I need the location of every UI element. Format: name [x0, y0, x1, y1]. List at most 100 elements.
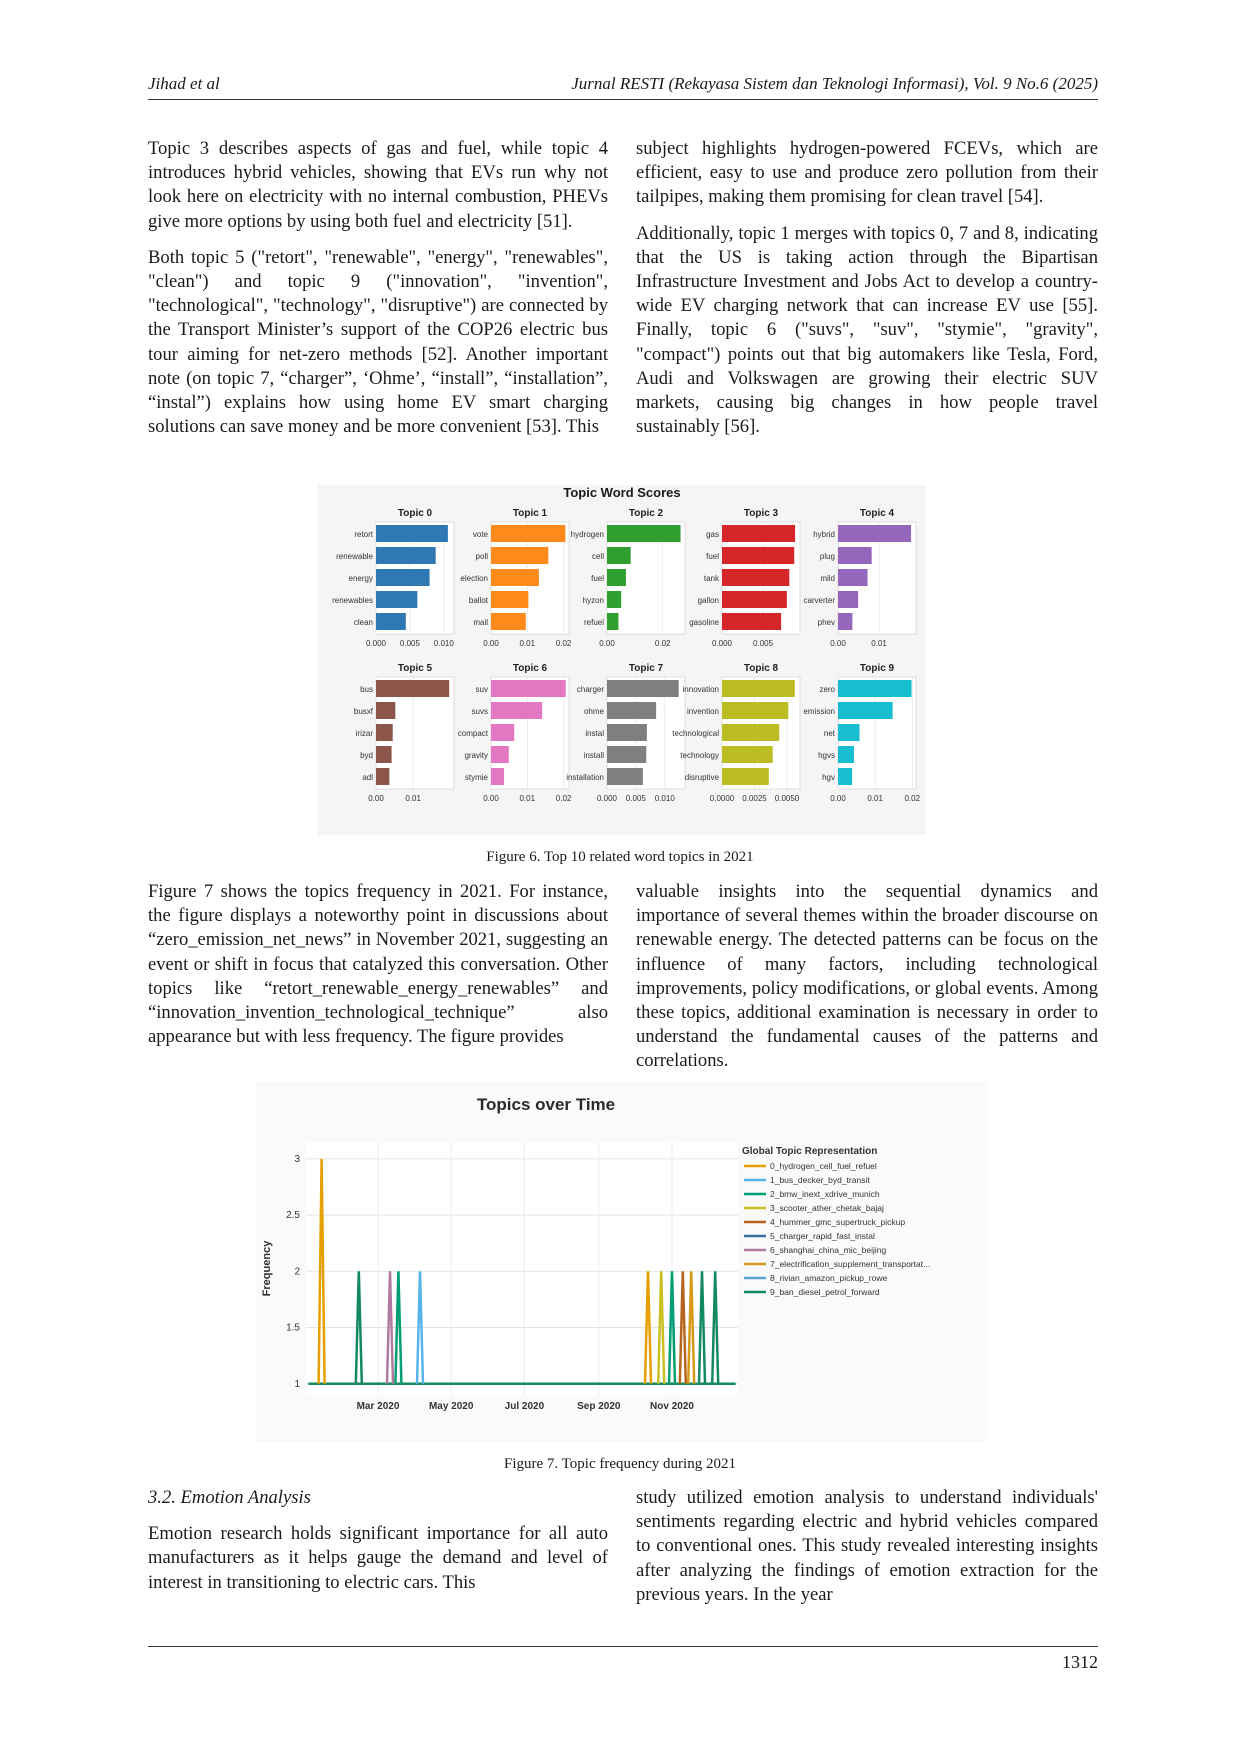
legend-label: 6_shanghai_china_mic_beijing	[770, 1245, 887, 1255]
top-left-column: Topic 3 describes aspects of gas and fue…	[148, 137, 608, 451]
x-tick-label: 0.00	[483, 639, 499, 648]
chart-title: Topics over Time	[477, 1095, 615, 1114]
x-tick-label: 0.01	[519, 639, 535, 648]
word-label: election	[460, 574, 488, 583]
paragraph: Topic 3 describes aspects of gas and fue…	[148, 138, 608, 232]
x-tick-label: 0.02	[556, 794, 572, 803]
bar-byd	[376, 746, 392, 763]
word-label: hyzon	[583, 596, 604, 605]
word-label: disruptive	[685, 773, 720, 782]
word-label: net	[824, 729, 836, 738]
section-heading: 3.2. Emotion Analysis	[148, 1487, 311, 1508]
bar-carverter	[838, 591, 859, 608]
topic-word-scores-chart: Topic 0 0.000 0.005 0.010 retort renewable ene…	[332, 508, 921, 803]
y-tick-label: 2	[294, 1266, 300, 1277]
word-label: renewables	[332, 596, 373, 605]
word-label: vote	[473, 530, 489, 539]
panel-topic-2: Topic 2 0.00 0.02 hydrogen cell fuel hyzon refu…	[571, 508, 686, 648]
figure-7-caption: Figure 7. Topic frequency during 2021	[504, 1456, 736, 1472]
bar-fuel	[607, 569, 626, 586]
panel-topic-4: Topic 4 0.00 0.01 hybrid plug mild carverter ph…	[803, 508, 917, 648]
word-label: bus	[360, 685, 373, 694]
bar-hgv	[838, 768, 853, 785]
word-label: ohme	[584, 707, 605, 716]
word-label: charger	[577, 685, 604, 694]
bar-gasoline	[722, 613, 782, 630]
bar-disruptive	[722, 768, 769, 785]
word-label: phev	[818, 618, 835, 627]
mid-left-column: Figure 7 shows the topics frequency in 2…	[148, 880, 608, 1061]
spike-4	[678, 1271, 688, 1384]
x-tick-label: 0.01	[519, 794, 535, 803]
spike-9	[697, 1271, 707, 1384]
paragraph: subject highlights hydrogen-powered FCEV…	[636, 138, 1098, 208]
bar-suv	[491, 680, 566, 697]
bar-suvs	[491, 702, 543, 719]
spike-2	[667, 1271, 677, 1384]
x-tick-label: 0.000	[597, 794, 618, 803]
word-label: gallon	[698, 596, 719, 605]
y-tick-label: 1.5	[286, 1323, 300, 1334]
section-left-column: 3.2. Emotion Analysis Emotion research h…	[148, 1486, 608, 1607]
word-label: busxf	[354, 707, 374, 716]
x-tick-label: 0.00	[830, 639, 846, 648]
x-tick-label: 0.02	[904, 794, 920, 803]
word-label: tank	[704, 574, 720, 583]
x-tick-label: Mar 2020	[357, 1401, 400, 1412]
paragraph: Figure 7 shows the topics frequency in 2…	[148, 881, 608, 1048]
panel-title: Topic 1	[513, 508, 548, 519]
bar-adl	[376, 768, 390, 785]
running-header: Jihad et al Jurnal RESTI (Rekayasa Siste…	[148, 72, 1098, 100]
paragraph: study utilized emotion analysis to under…	[636, 1487, 1098, 1605]
word-label: gasoline	[689, 618, 719, 627]
panel-topic-6: Topic 6 0.00 0.01 0.02 suv suvs compact gravity…	[458, 663, 572, 803]
word-label: hydrogen	[571, 530, 604, 539]
bar-busxf	[376, 702, 396, 719]
figure-6: Topic Word Scores Topic 0 0.000 0.005 0.010…	[318, 485, 926, 835]
legend-label: 1_bus_decker_byd_transit	[770, 1175, 870, 1185]
bar-hgvs	[838, 746, 854, 763]
word-label: energy	[349, 574, 373, 583]
legend-label: 4_hummer_gmc_supertruck_pickup	[770, 1217, 905, 1227]
legend-title: Global Topic Representation	[742, 1146, 877, 1157]
panel-topic-1: Topic 1 0.00 0.01 0.02 vote poll election ballo…	[460, 508, 571, 648]
mid-right-column: valuable insights into the sequential dy…	[636, 880, 1098, 1086]
spike-6	[385, 1271, 395, 1384]
spike-2	[394, 1271, 403, 1384]
word-label: technology	[680, 751, 719, 760]
x-tick-label: 0.01	[405, 794, 421, 803]
bar-plug	[838, 547, 872, 564]
bar-ohme	[607, 702, 657, 719]
spike-1	[415, 1271, 425, 1384]
word-label: suvs	[472, 707, 488, 716]
paragraph: valuable insights into the sequential dy…	[636, 881, 1098, 1072]
bar-gas	[722, 525, 796, 542]
bar-election	[491, 569, 539, 586]
bar-charger	[607, 680, 679, 697]
bar-invention	[722, 702, 789, 719]
legend-label: 0_hydrogen_cell_fuel_refuel	[770, 1161, 877, 1171]
spike-9	[710, 1271, 720, 1384]
spike-7	[686, 1271, 696, 1384]
x-tick-label: 0.00	[368, 794, 384, 803]
y-tick-label: 3	[294, 1154, 300, 1165]
word-label: renewable	[336, 552, 373, 561]
bar-instal	[607, 724, 647, 741]
bar-gravity	[491, 746, 509, 763]
panel-title: Topic 9	[860, 663, 895, 674]
x-tick-label: 0.00	[830, 794, 846, 803]
legend-label: 2_bmw_inext_xdrive_munich	[770, 1189, 880, 1199]
paragraph: Both topic 5 ("retort", "renewable", "en…	[148, 246, 608, 438]
figure-6-caption: Figure 6. Top 10 related word topics in …	[486, 849, 754, 865]
word-label: innovation	[683, 685, 719, 694]
bar-energy	[376, 569, 430, 586]
x-tick-label: 0.010	[434, 639, 455, 648]
word-label: mild	[820, 574, 835, 583]
panel-title: Topic 8	[744, 663, 779, 674]
word-label: suv	[476, 685, 488, 694]
word-label: zero	[819, 685, 835, 694]
y-tick-label: 2.5	[286, 1210, 300, 1221]
x-tick-label: 0.0025	[742, 794, 767, 803]
word-label: compact	[458, 729, 489, 738]
bar-install	[607, 746, 647, 763]
